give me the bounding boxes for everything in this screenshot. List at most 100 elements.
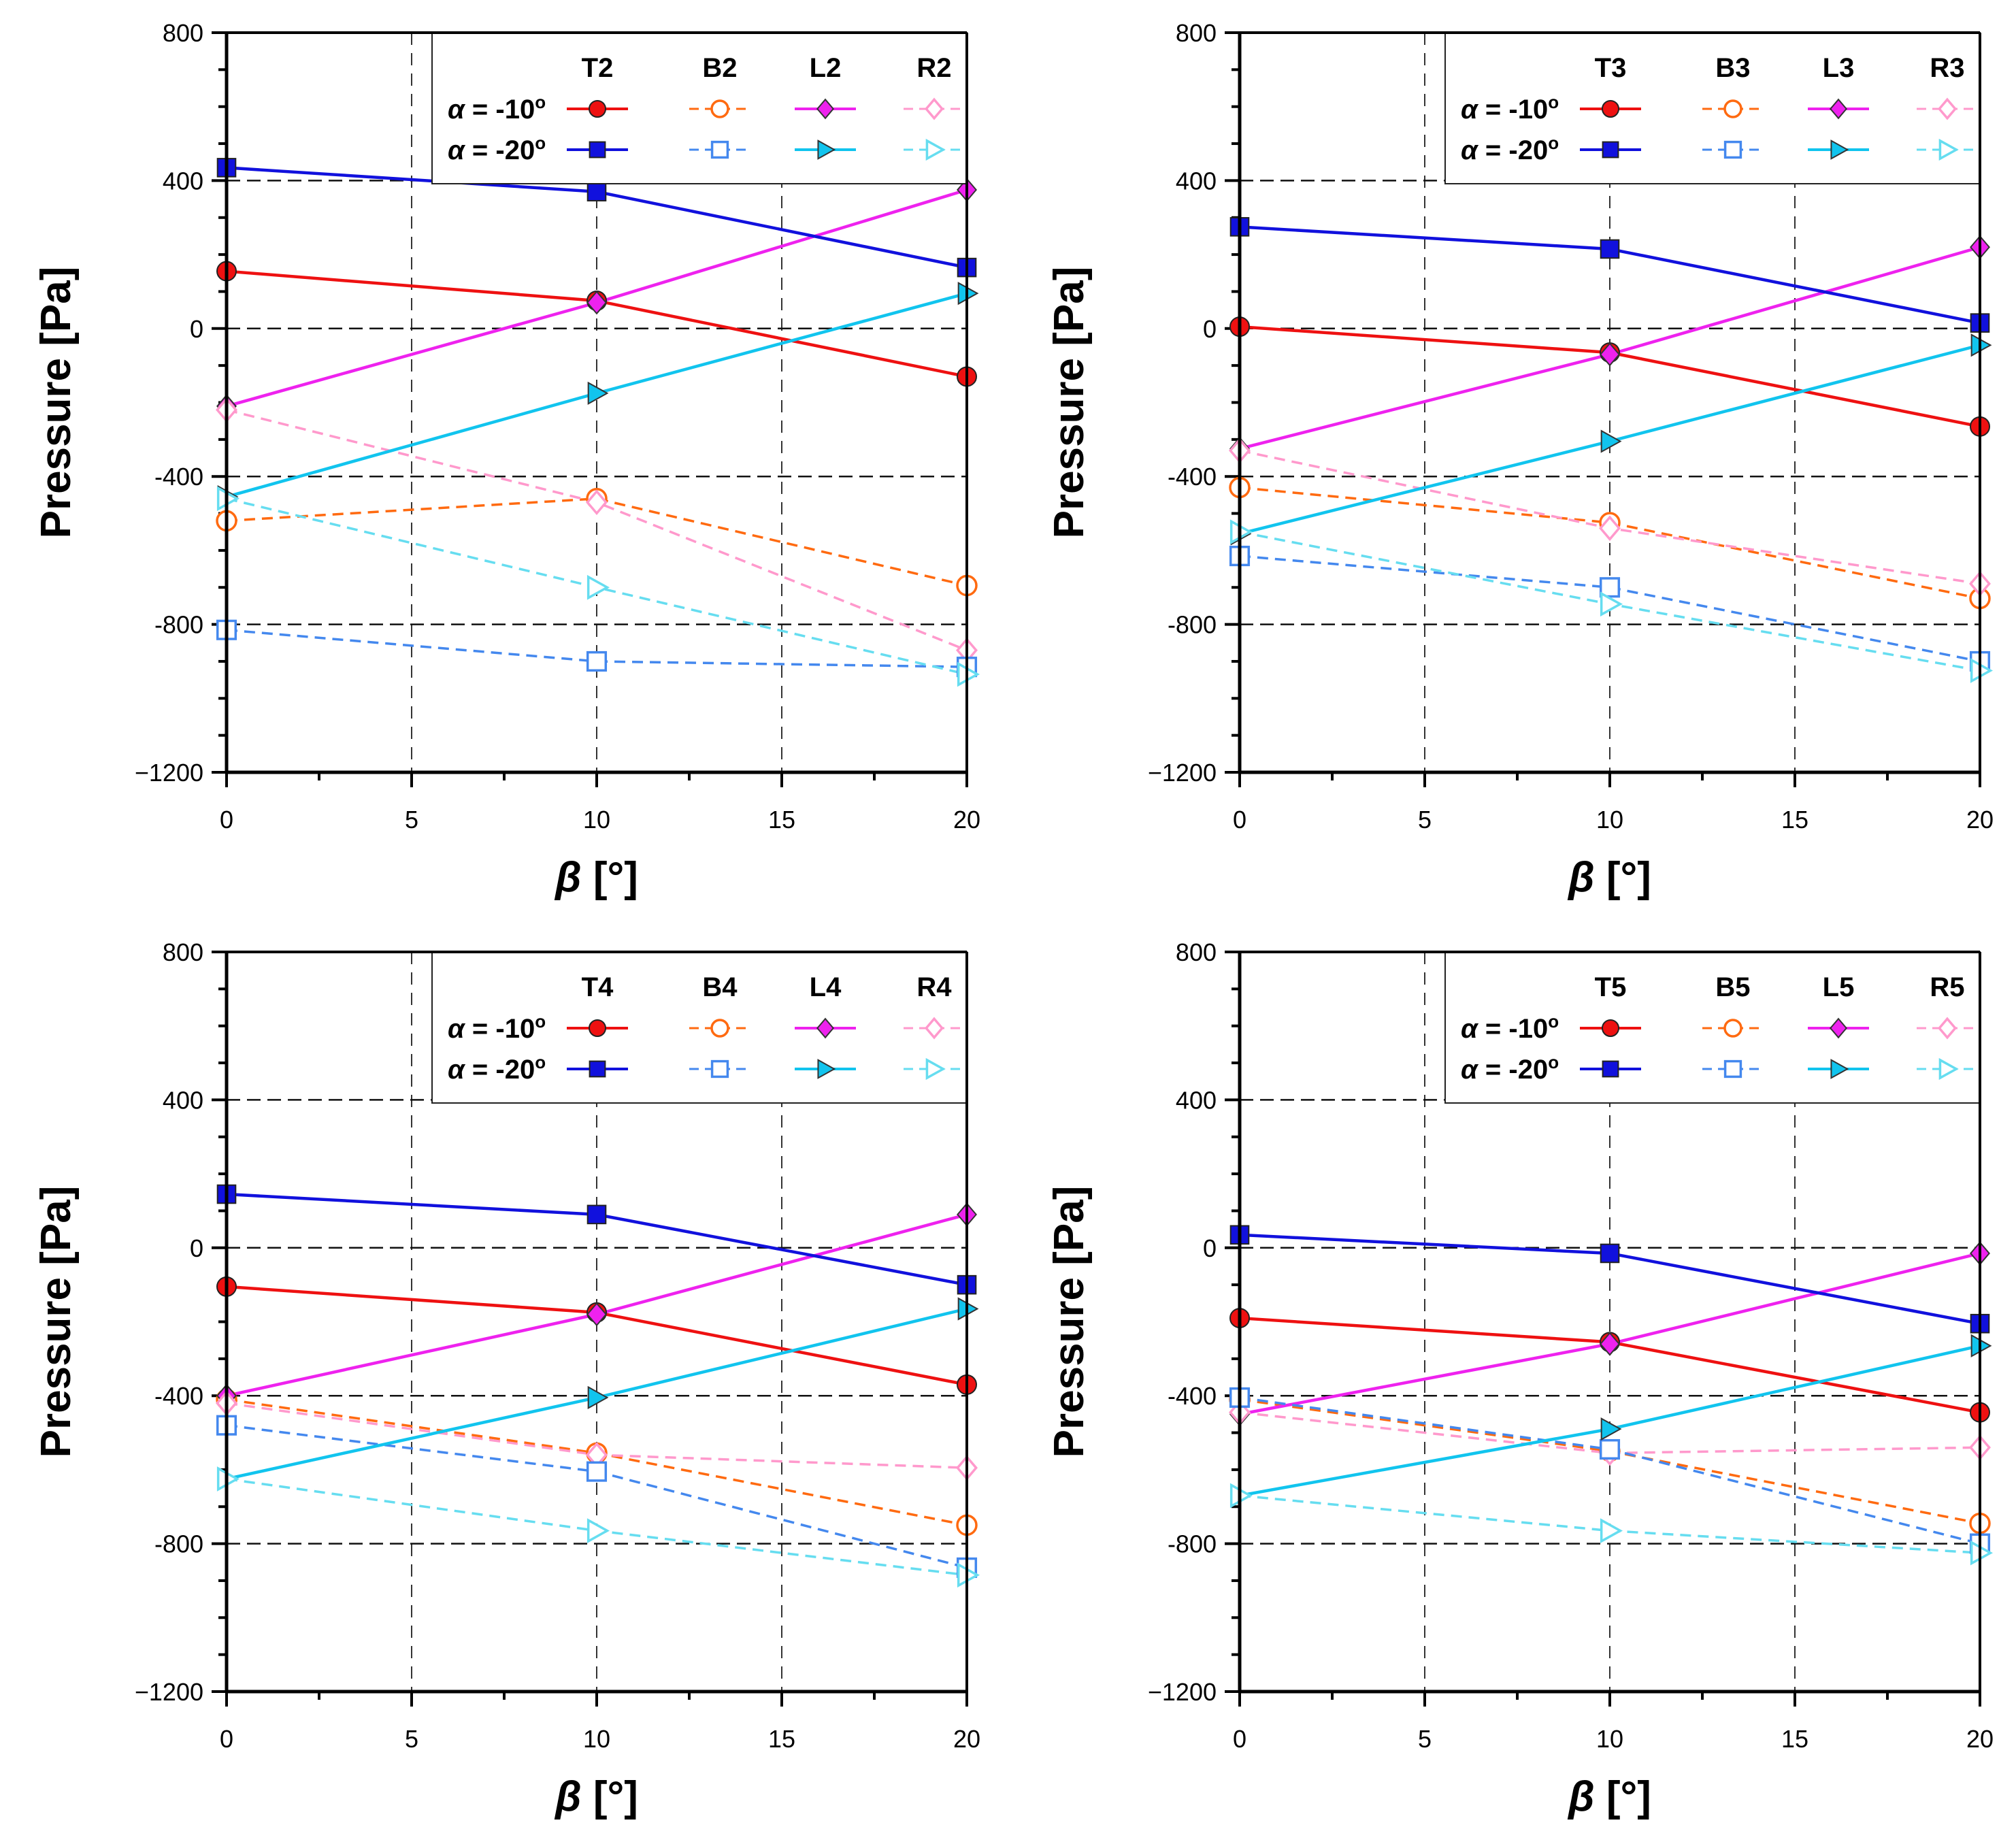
y-tick-label: 800 <box>163 938 203 966</box>
x-tick-label: 10 <box>583 1725 610 1753</box>
y-tick-label: −1200 <box>1148 1678 1217 1706</box>
legend-alpha-symbol: α <box>448 1014 466 1044</box>
legend-column-header: R4 <box>916 972 952 1002</box>
x-tick-label: 15 <box>768 806 795 834</box>
x-axis-unit: [°] <box>593 854 638 901</box>
legend-alpha-symbol: α <box>1461 135 1479 165</box>
legend-row-value: = -10 <box>465 1014 535 1044</box>
legend-column-header: R3 <box>1930 53 1964 83</box>
y-tick-label: 0 <box>1203 315 1217 343</box>
x-axis-title: β [°] <box>554 854 638 901</box>
legend-column-header: R2 <box>916 53 951 83</box>
x-tick-label: 0 <box>220 806 233 834</box>
legend-row-label: α = -20o <box>1461 133 1559 165</box>
y-axis-title: Pressure [Pa] <box>1046 1186 1093 1458</box>
legend-column-header: T4 <box>582 972 614 1002</box>
x-tick-label: 20 <box>953 806 980 834</box>
x-tick-label: 5 <box>1418 806 1432 834</box>
legend-marker-L20 <box>1830 139 1849 160</box>
legend-box <box>1444 951 1981 1104</box>
x-axis-symbol: β <box>554 854 581 901</box>
y-tick-label: -400 <box>1168 1382 1217 1410</box>
legend-marker-L <box>1829 1017 1848 1039</box>
legend-row-label: α = -10o <box>1461 1011 1559 1044</box>
legend-row-value: = -20 <box>465 1055 535 1085</box>
legend-row-label: α = -10o <box>448 92 546 125</box>
x-axis-unit: [°] <box>1606 1773 1651 1820</box>
x-axis-title: β [°] <box>1567 1773 1651 1820</box>
legend-marker-L <box>816 1017 835 1039</box>
legend-column-header: L2 <box>810 53 842 83</box>
legend-marker-R20 <box>925 1057 946 1081</box>
x-tick-label: 20 <box>953 1725 980 1753</box>
legend-degree: o <box>1548 1011 1559 1032</box>
legend-column-header: B5 <box>1715 972 1750 1002</box>
legend-row-label: α = -20o <box>448 1052 546 1085</box>
legend-marker-L20 <box>817 139 836 160</box>
legend-column-header: L5 <box>1823 972 1855 1002</box>
data-point-B20-5 <box>1599 577 1621 598</box>
y-axis-title: Pressure [Pa] <box>33 267 80 539</box>
x-axis-unit: [°] <box>593 1773 638 1820</box>
legend-marker-T20 <box>589 141 606 159</box>
legend-marker-T <box>589 100 606 118</box>
legend-marker-R20 <box>1938 1057 1959 1081</box>
legend-marker-R <box>924 97 944 120</box>
legend-column-header: B4 <box>702 972 738 1002</box>
x-tick-label: 0 <box>1233 1725 1246 1753</box>
chart-panel-2: −1200 -800 -400 0 400 800 0 5 10 15 20 β [°] Pressur… <box>1046 19 1994 901</box>
y-axis-title: Pressure [Pa] <box>1046 267 1093 539</box>
x-axis-unit: [°] <box>1606 854 1651 901</box>
y-tick-label: -800 <box>1168 611 1217 639</box>
legend-marker-B <box>1723 1019 1742 1038</box>
y-tick-label: −1200 <box>135 759 203 787</box>
legend-degree: o <box>1548 133 1559 153</box>
x-tick-label: 15 <box>768 1725 795 1753</box>
y-tick-label: -800 <box>154 611 203 639</box>
data-point-B20-5 <box>1599 1438 1621 1460</box>
legend-marker-B20 <box>1723 140 1742 159</box>
legend-marker-L20 <box>1830 1059 1849 1079</box>
legend-column-header: T3 <box>1595 53 1627 83</box>
data-point-R-3 <box>1599 515 1621 542</box>
legend-column-header: L4 <box>810 972 842 1002</box>
legend-marker-T20 <box>589 1060 606 1078</box>
legend-marker-T20 <box>1602 141 1619 159</box>
legend-marker-T <box>1602 1019 1619 1037</box>
y-tick-label: -800 <box>154 1530 203 1558</box>
legend-box <box>431 951 968 1104</box>
data-point-L20-6 <box>587 1385 609 1410</box>
x-tick-label: 5 <box>1418 1725 1432 1753</box>
legend-row-label: α = -20o <box>1461 1052 1559 1085</box>
legend-marker-L20 <box>817 1059 836 1079</box>
legend-marker-B20 <box>1723 1059 1742 1079</box>
legend-marker-T <box>589 1019 606 1037</box>
x-axis-title: β [°] <box>554 1773 638 1820</box>
data-point-L-2 <box>1600 342 1620 367</box>
x-tick-label: 20 <box>1966 806 1994 834</box>
y-tick-label: -400 <box>154 1382 203 1410</box>
x-axis-gap <box>582 1773 593 1820</box>
data-point-L-2 <box>586 291 607 315</box>
data-point-T20-4 <box>1600 239 1620 259</box>
data-point-L20-6 <box>1600 429 1622 453</box>
legend-degree: o <box>1548 1052 1559 1072</box>
data-point-R20-7 <box>1600 591 1623 617</box>
legend-column-header: R5 <box>1930 972 1964 1002</box>
chart-panel-4: −1200 -800 -400 0 400 800 0 5 10 15 20 β [°] Pressur… <box>1046 938 1994 1820</box>
legend-row-value: = -20 <box>1478 1055 1548 1085</box>
data-point-L-2 <box>1600 1332 1620 1356</box>
y-tick-label: 800 <box>1176 938 1217 966</box>
x-axis-symbol: β <box>1567 854 1594 901</box>
legend-alpha-symbol: α <box>448 135 466 165</box>
data-point-B20-5 <box>586 1461 608 1482</box>
chart-panel-1: −1200 -800 -400 0 400 800 0 5 10 15 20 β [°] Pressur… <box>33 19 980 901</box>
legend-row-value: = -10 <box>1478 95 1548 125</box>
y-tick-label: 400 <box>163 1086 203 1114</box>
data-point-R20-7 <box>1600 1518 1623 1543</box>
x-tick-label: 20 <box>1966 1725 1994 1753</box>
y-tick-label: 400 <box>163 167 203 195</box>
legend-degree: o <box>535 1011 546 1032</box>
data-point-L20-6 <box>587 381 609 406</box>
